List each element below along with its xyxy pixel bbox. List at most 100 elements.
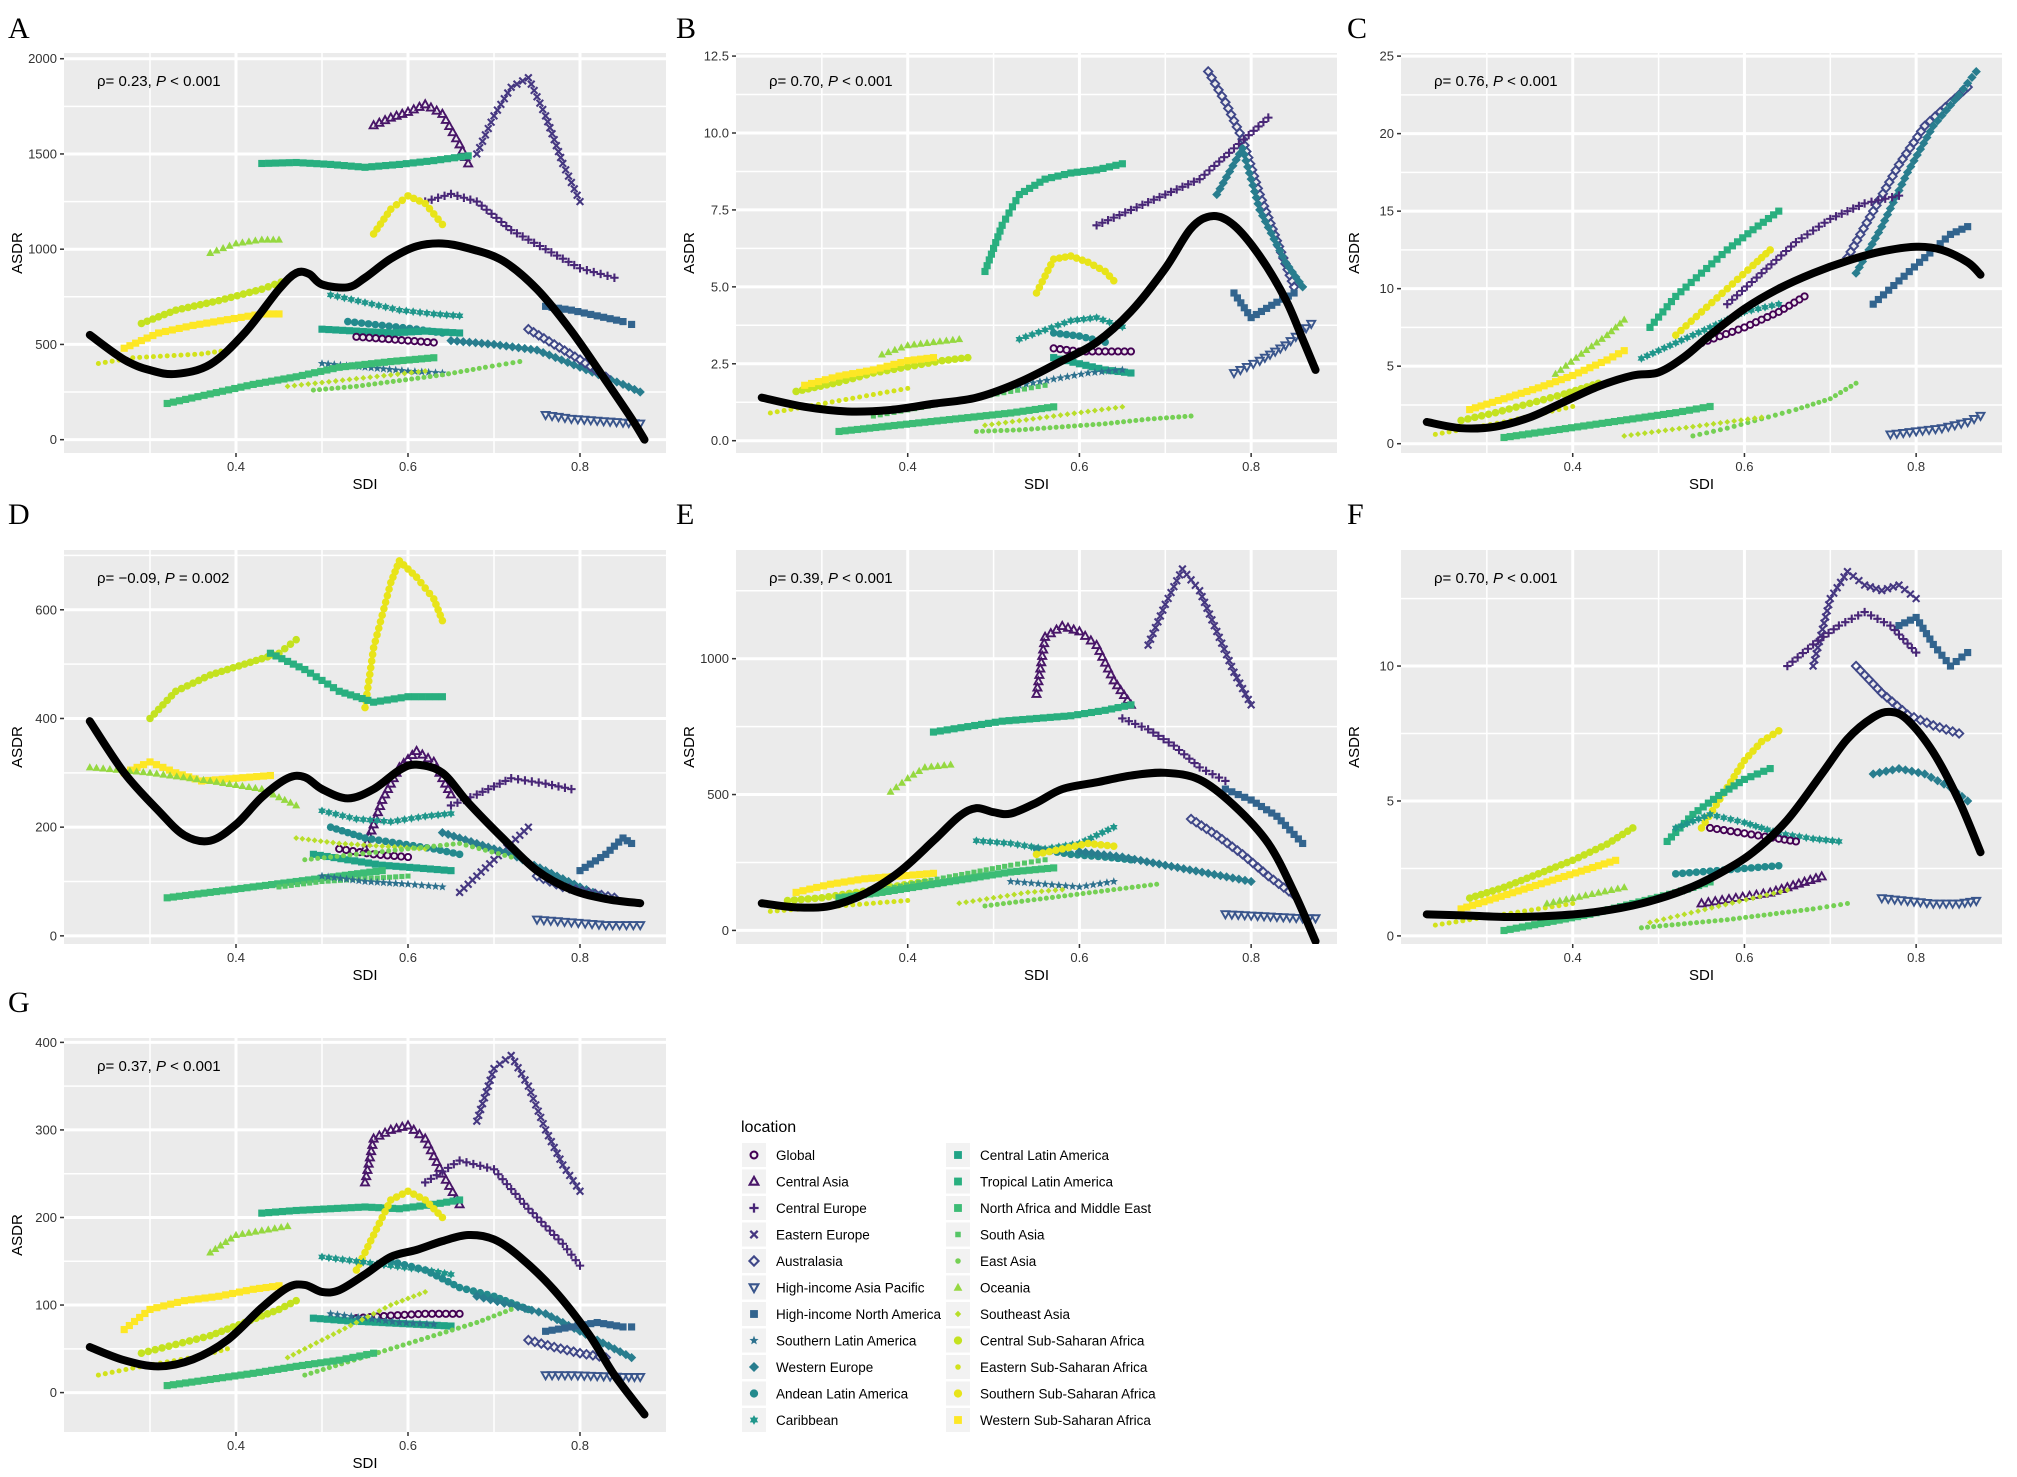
point-north-africa-and-middle-east [360, 869, 368, 877]
point-high-income-north-america [576, 867, 584, 875]
point-high-income-asia-pacific [600, 921, 612, 932]
point-central-europe [1757, 268, 1766, 278]
point-central-europe [596, 269, 605, 279]
point-southern-sub-saharan-africa [1084, 839, 1092, 848]
point-tropical-latin-america [1047, 174, 1056, 182]
point-southeast-asia [394, 371, 401, 378]
point-high-income-asia-pacific [578, 415, 590, 426]
point-east-asia [992, 428, 998, 434]
point-western-sub-saharan-africa [237, 313, 245, 321]
point-east-asia [388, 1346, 394, 1352]
y-tick-label: 2.5 [711, 356, 729, 371]
y-tick-label: 1000 [700, 651, 729, 666]
point-central-asia [1118, 688, 1130, 699]
point-western-sub-saharan-africa [262, 1283, 270, 1292]
point-east-asia [489, 849, 495, 855]
point-east-asia [1000, 901, 1006, 907]
point-east-asia [1129, 884, 1135, 890]
point-southern-latin-america [1068, 881, 1077, 890]
point-tropical-latin-america [1667, 298, 1676, 306]
point-western-europe [1854, 262, 1864, 272]
point-southern-latin-america [1075, 882, 1084, 891]
point-andean-latin-america [407, 1262, 416, 1271]
point-caribbean [331, 1254, 340, 1264]
point-central-europe [1803, 644, 1813, 653]
point-central-latin-america [447, 867, 455, 875]
point-oceania [192, 774, 201, 783]
point-high-income-north-america [615, 838, 623, 846]
legend-label: Australasia [776, 1254, 843, 1269]
point-central-sub-saharan-africa [264, 283, 273, 291]
point-central-europe [547, 248, 556, 257]
point-eastern-europe [550, 1143, 559, 1152]
point-western-europe [1928, 121, 1938, 131]
x-tick-label: 0.6 [1070, 459, 1088, 474]
point-high-income-asia-pacific [591, 1372, 603, 1383]
point-southern-latin-america [403, 366, 413, 375]
point-north-africa-and-middle-east [976, 412, 984, 420]
point-southeast-asia [319, 1337, 325, 1344]
point-western-europe [1260, 216, 1271, 227]
point-north-africa-and-middle-east [1001, 869, 1009, 877]
point-southern-sub-saharan-africa [374, 624, 383, 633]
point-western-sub-saharan-africa [256, 1284, 264, 1292]
point-central-europe [507, 774, 516, 783]
rho-text: ρ= −0.09, [97, 570, 165, 587]
point-north-africa-and-middle-east [1512, 924, 1520, 932]
point-north-africa-and-middle-east [976, 873, 984, 881]
point-central-europe [1803, 230, 1812, 239]
point-central-sub-saharan-africa [1546, 394, 1555, 402]
point-high-income-north-america [1926, 249, 1934, 257]
point-western-sub-saharan-africa [883, 362, 891, 370]
point-southern-sub-saharan-africa [365, 677, 373, 685]
point-central-europe [453, 798, 462, 807]
point-tropical-latin-america [397, 694, 405, 702]
point-east-asia [1163, 415, 1170, 421]
point-central-asia [363, 1157, 375, 1168]
point-caribbean [1694, 814, 1703, 824]
point-tropical-latin-america [258, 159, 266, 168]
point-tropical-latin-america [324, 680, 332, 688]
point-north-africa-and-middle-east [982, 412, 990, 420]
point-oceania [910, 340, 919, 348]
point-central-latin-america [440, 1322, 448, 1330]
point-central-europe [567, 1250, 576, 1259]
point-southeast-asia [1683, 424, 1689, 431]
point-western-europe [546, 1312, 556, 1322]
point-tropical-latin-america [388, 1204, 397, 1212]
point-australasia [1206, 826, 1218, 838]
point-southeast-asia [1043, 414, 1050, 420]
point-tropical-latin-america [416, 1202, 424, 1210]
point-east-asia [1078, 423, 1084, 429]
point-western-europe [479, 1293, 489, 1303]
rho-text: ρ= 0.39, [769, 570, 828, 587]
point-central-europe [528, 1208, 537, 1218]
point-east-asia [340, 853, 347, 859]
point-western-sub-saharan-africa [801, 381, 809, 389]
point-central-europe [1834, 621, 1844, 630]
point-western-europe [1203, 868, 1213, 878]
point-western-europe [581, 365, 591, 375]
point-south-asia [1035, 384, 1041, 390]
point-eastern-europe [1826, 594, 1835, 603]
point-western-sub-saharan-africa [173, 1298, 182, 1306]
point-caribbean [1041, 325, 1049, 335]
point-tropical-latin-america [347, 1204, 355, 1212]
point-tropical-latin-america [943, 726, 951, 734]
point-central-asia [1111, 679, 1123, 690]
point-east-asia [1096, 421, 1102, 427]
point-south-asia [1042, 382, 1048, 388]
point-western-sub-saharan-africa [189, 321, 197, 329]
point-tropical-latin-america [1060, 170, 1068, 179]
point-western-sub-saharan-africa [246, 773, 254, 781]
point-caribbean [1781, 830, 1790, 839]
point-andean-latin-america [455, 1283, 464, 1292]
point-oceania [232, 780, 240, 788]
point-southeast-asia [1669, 426, 1676, 433]
point-central-asia [1709, 895, 1721, 906]
point-high-income-asia-pacific [1277, 913, 1289, 924]
point-east-asia [1105, 887, 1111, 893]
point-high-income-asia-pacific [586, 920, 598, 931]
point-central-europe [1131, 719, 1140, 729]
point-oceania [1613, 884, 1622, 892]
